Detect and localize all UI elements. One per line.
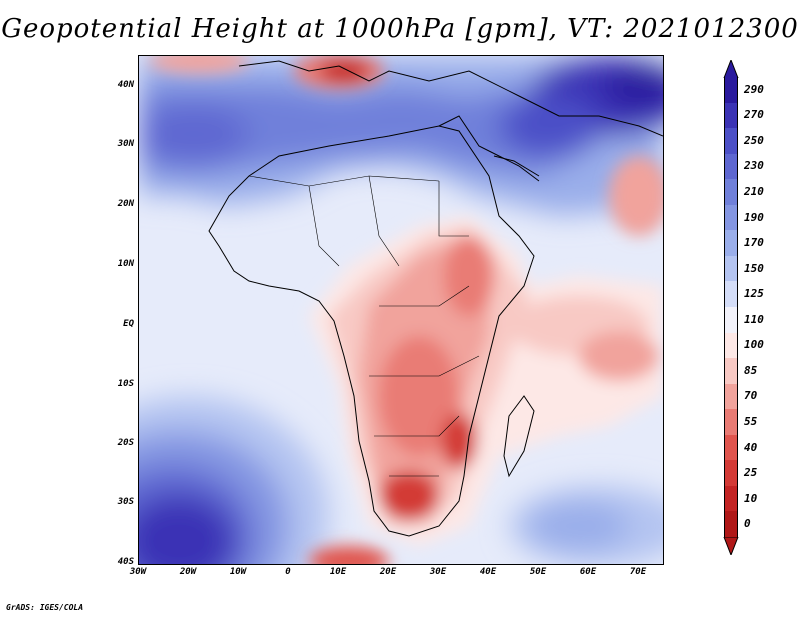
- lon-tick-label: 40E: [479, 567, 497, 577]
- colorbar-label: 230: [744, 159, 764, 173]
- colorbar-segment: [724, 255, 738, 282]
- colorbar-label: 150: [744, 261, 764, 275]
- colorbar-label: 55: [744, 415, 758, 428]
- lon-tick-label: 10E: [329, 567, 347, 577]
- colorbar-bottom-arrow: [723, 537, 739, 555]
- lon-tick-label: 30W: [129, 567, 147, 577]
- colorbar-segment: [724, 230, 738, 257]
- grads-credit: GrADS: IGES/COLA: [6, 603, 84, 612]
- colorbar-label: 40: [744, 440, 758, 454]
- colorbar-segment: [724, 434, 738, 461]
- lon-tick-label: 10W: [229, 567, 247, 577]
- lat-tick-label: 30S: [117, 497, 134, 507]
- lon-tick-label: 20E: [379, 567, 397, 577]
- colorbar-segment: [724, 409, 738, 436]
- lat-tick-label: 10S: [117, 379, 134, 389]
- colorbar-label: 210: [744, 185, 764, 198]
- colorbar-segment: [724, 128, 738, 155]
- colorbar-label: 100: [744, 338, 764, 352]
- colorbar-label: 250: [744, 133, 764, 147]
- colorbar-label: 270: [744, 108, 764, 122]
- colorbar: [724, 77, 738, 538]
- colorbar-label: 190: [744, 210, 764, 224]
- colorbar-label: 0: [744, 517, 751, 531]
- coastlines: [208, 60, 663, 537]
- lon-tick-label: 60E: [579, 567, 597, 577]
- colorbar-segment: [724, 204, 738, 231]
- lat-tick-label: 40N: [117, 80, 134, 90]
- country-borders: [248, 175, 480, 477]
- colorbar-label: 25: [744, 466, 758, 480]
- lat-tick-label: EQ: [123, 319, 134, 329]
- lat-tick-label: 20N: [117, 199, 134, 209]
- lat-tick-label: 30N: [117, 139, 134, 149]
- colorbar-segment: [724, 77, 738, 104]
- colorbar-segment: [724, 358, 738, 385]
- lat-tick-label: 20S: [117, 438, 134, 448]
- colorbar-segment: [724, 307, 738, 334]
- colorbar-segment: [724, 281, 738, 308]
- colorbar-label: 170: [744, 236, 764, 250]
- colorbar-segment: [724, 179, 738, 206]
- colorbar-segment: [724, 511, 738, 538]
- colorbar-label: 85: [744, 363, 758, 377]
- colorbar-segment: [724, 332, 738, 359]
- map-panel: [138, 55, 664, 565]
- lon-tick-label: 70E: [629, 567, 647, 577]
- colorbar-segment: [724, 153, 738, 180]
- colorbar-label: 290: [744, 82, 764, 96]
- lon-tick-label: 20W: [179, 567, 197, 577]
- lon-tick-label: 30E: [429, 567, 447, 577]
- colorbar-segment: [724, 102, 738, 129]
- lon-tick-label: 0: [285, 567, 291, 577]
- colorbar-label: 125: [744, 287, 764, 301]
- lon-tick-label: 50E: [529, 567, 547, 577]
- colorbar-label: 110: [744, 312, 764, 326]
- colorbar-top-arrow: [723, 60, 739, 78]
- lat-tick-label: 40S: [117, 557, 134, 567]
- colorbar-label: 10: [744, 491, 758, 505]
- colorbar-label: 70: [744, 389, 758, 403]
- map-title: Geopotential Height at 1000hPa [gpm], VT…: [1, 14, 799, 44]
- lat-tick-label: 10N: [117, 259, 134, 269]
- geopotential-field: [139, 56, 663, 564]
- colorbar-segment: [724, 485, 738, 512]
- colorbar-segment: [724, 383, 738, 410]
- colorbar-segment: [724, 460, 738, 487]
